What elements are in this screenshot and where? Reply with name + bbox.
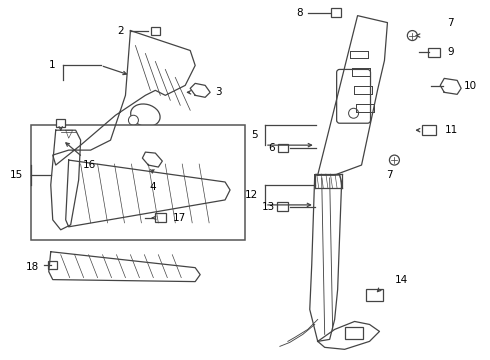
Text: 16: 16 (83, 160, 96, 170)
Bar (48, 261, 57, 269)
Text: 3: 3 (215, 87, 222, 97)
Text: 1: 1 (49, 60, 56, 71)
Text: 10: 10 (464, 81, 477, 91)
Bar (331, 8, 341, 17)
Text: 15: 15 (10, 170, 23, 180)
Text: 4: 4 (149, 182, 156, 192)
Bar (151, 27, 160, 35)
Text: 7: 7 (447, 18, 454, 28)
Bar (56, 119, 65, 127)
Circle shape (128, 115, 138, 125)
Text: 5: 5 (251, 130, 258, 140)
FancyBboxPatch shape (337, 69, 370, 123)
Text: 9: 9 (447, 48, 454, 58)
Text: 11: 11 (445, 125, 459, 135)
Circle shape (407, 31, 417, 41)
Bar (278, 144, 288, 152)
Bar (344, 328, 363, 339)
Text: 14: 14 (394, 275, 408, 285)
Text: 2: 2 (117, 26, 123, 36)
Text: 12: 12 (245, 190, 258, 200)
Bar (31, 125, 245, 240)
Text: 17: 17 (173, 213, 187, 223)
Bar (277, 202, 288, 211)
Ellipse shape (131, 104, 160, 126)
Text: 6: 6 (268, 143, 275, 153)
Text: 7: 7 (386, 170, 393, 180)
Text: 18: 18 (25, 262, 39, 272)
Bar (428, 48, 440, 57)
Bar (155, 213, 166, 222)
Text: 13: 13 (262, 202, 275, 212)
Circle shape (390, 155, 399, 165)
Bar (422, 125, 436, 135)
Bar (366, 289, 384, 301)
Text: 8: 8 (296, 8, 303, 18)
Circle shape (348, 108, 359, 118)
